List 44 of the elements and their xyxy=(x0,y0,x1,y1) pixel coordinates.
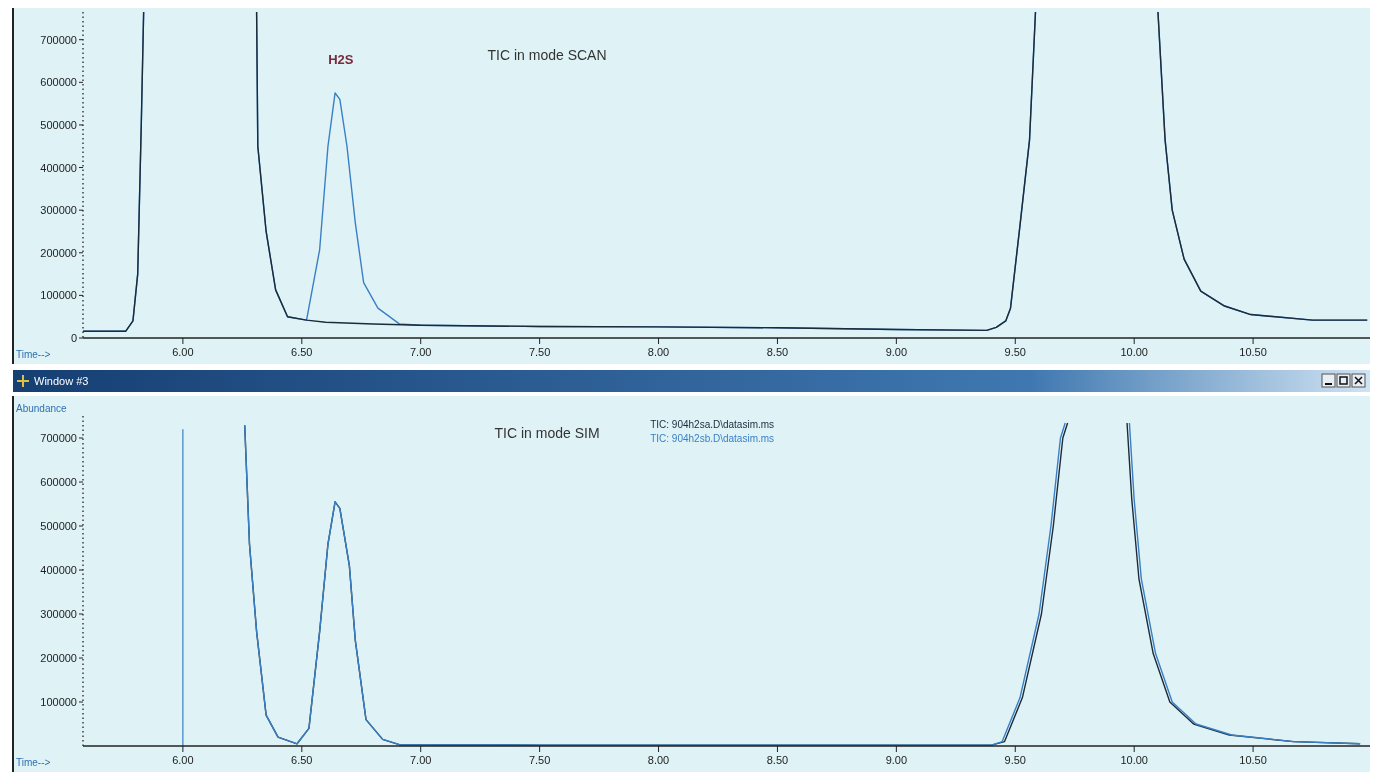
x-tick-label: 9.50 xyxy=(1004,346,1026,358)
text: TIC: 904h2sa.D\datasim.ms xyxy=(650,419,775,430)
y-tick-label: 100000 xyxy=(40,289,77,302)
x-tick-label: 6.50 xyxy=(291,754,313,766)
x-tick-label: 6.00 xyxy=(172,754,194,766)
text: TIC: 904h2sb.D\datasim.ms xyxy=(650,433,775,444)
y-tick-label: 700000 xyxy=(40,33,77,46)
text: TIC in mode SCAN xyxy=(487,47,607,63)
x-tick-label: 8.50 xyxy=(766,754,789,766)
x-tick-label: 9.50 xyxy=(1004,754,1026,766)
y-tick-label: 400000 xyxy=(40,564,77,576)
x-tick-label: 7.00 xyxy=(410,346,432,358)
y-axis-title: Abundance xyxy=(16,403,68,414)
y-tick-label: 200000 xyxy=(40,246,77,259)
y-tick-label: 600000 xyxy=(40,476,77,488)
y-tick-label: 300000 xyxy=(40,608,77,620)
x-axis-title: Time--> xyxy=(16,349,51,360)
chart-subtitle: Window #3 xyxy=(34,375,89,387)
x-tick-label: 10.50 xyxy=(1239,754,1267,766)
text: TIC in mode SIM xyxy=(494,425,600,441)
x-axis-title: Time--> xyxy=(16,757,51,768)
x-tick-label: 7.50 xyxy=(528,754,551,766)
y-tick-label: 500000 xyxy=(40,118,77,131)
x-tick-label: 10.00 xyxy=(1120,754,1148,766)
x-tick-label: 8.50 xyxy=(766,346,789,358)
y-tick-label: 700000 xyxy=(40,432,77,444)
x-tick-label: 7.00 xyxy=(410,754,432,766)
annotation: H2S xyxy=(328,52,354,67)
x-tick-label: 6.00 xyxy=(172,346,194,358)
x-tick-label: 8.00 xyxy=(647,346,670,358)
x-tick-label: 10.50 xyxy=(1239,346,1267,358)
x-tick-label: 6.50 xyxy=(291,346,313,358)
y-tick-label: 400000 xyxy=(40,161,77,174)
x-tick-label: 9.00 xyxy=(885,754,908,766)
y-tick-label: 300000 xyxy=(40,204,77,217)
y-tick-label: 200000 xyxy=(40,652,77,664)
x-tick-label: 10.00 xyxy=(1120,346,1148,358)
x-tick-label: 9.00 xyxy=(885,346,908,358)
y-tick-label: 100000 xyxy=(40,696,77,708)
y-tick-label: 500000 xyxy=(40,520,77,532)
x-tick-label: 8.00 xyxy=(647,754,670,766)
y-tick-label: 600000 xyxy=(40,76,77,89)
x-tick-label: 7.50 xyxy=(528,346,551,358)
y-tick-label: 0 xyxy=(70,332,77,344)
